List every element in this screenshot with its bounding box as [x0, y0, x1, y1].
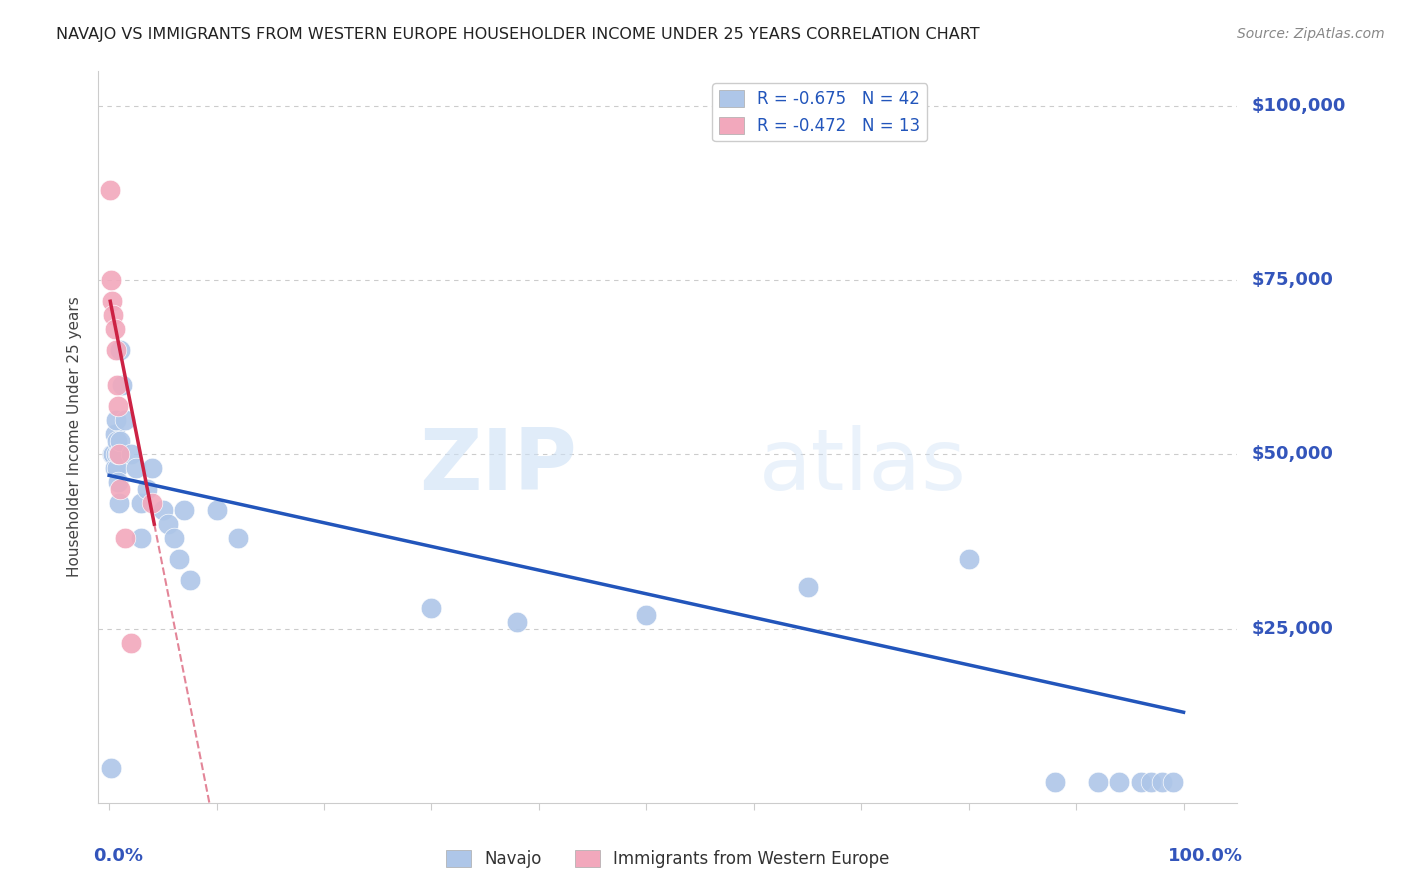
Text: $100,000: $100,000 [1251, 97, 1346, 115]
Point [125, 461, 148, 475]
Point [107, 475, 129, 490]
Point [108, 448, 131, 462]
Y-axis label: Householder Income Under 25 years: Householder Income Under 25 years [67, 297, 83, 577]
Text: atlas: atlas [759, 425, 967, 508]
Point [103, 461, 125, 475]
Point [1087, 775, 1109, 789]
Point [1140, 775, 1163, 789]
Point [1129, 775, 1152, 789]
Point [104, 412, 127, 426]
Point [103, 426, 125, 441]
Text: 100.0%: 100.0% [1168, 847, 1243, 864]
Point [103, 308, 125, 322]
Point [957, 552, 980, 566]
Point [162, 531, 184, 545]
Point [167, 552, 190, 566]
Point [108, 483, 131, 497]
Point [101, 294, 124, 309]
Point [105, 461, 128, 475]
Point [108, 343, 131, 357]
Point [141, 496, 163, 510]
Point [105, 434, 128, 448]
Point [108, 496, 131, 510]
Point [104, 343, 127, 357]
Point [173, 503, 195, 517]
Point [796, 580, 818, 594]
Point [141, 461, 163, 475]
Text: $75,000: $75,000 [1251, 271, 1333, 289]
Text: $25,000: $25,000 [1251, 620, 1333, 638]
Legend: Navajo, Immigrants from Western Europe: Navajo, Immigrants from Western Europe [439, 844, 897, 875]
Point [105, 377, 128, 392]
Point [114, 531, 136, 545]
Point [420, 600, 443, 615]
Text: 0.0%: 0.0% [93, 847, 143, 864]
Point [114, 412, 136, 426]
Point [103, 322, 125, 336]
Point [98, 183, 121, 197]
Point [152, 503, 174, 517]
Point [131, 496, 153, 510]
Point [107, 448, 129, 462]
Point [131, 531, 153, 545]
Point [1152, 775, 1174, 789]
Point [1108, 775, 1130, 789]
Point [636, 607, 658, 622]
Point [135, 483, 157, 497]
Text: $50,000: $50,000 [1251, 445, 1333, 464]
Point [1161, 775, 1184, 789]
Point [108, 434, 131, 448]
Point [205, 503, 228, 517]
Point [120, 635, 142, 649]
Point [107, 399, 129, 413]
Point [120, 448, 142, 462]
Text: ZIP: ZIP [419, 425, 576, 508]
Point [100, 273, 122, 287]
Point [226, 531, 249, 545]
Point [111, 377, 134, 392]
Point [1043, 775, 1066, 789]
Point [179, 573, 201, 587]
Point [101, 448, 124, 462]
Text: NAVAJO VS IMMIGRANTS FROM WESTERN EUROPE HOUSEHOLDER INCOME UNDER 25 YEARS CORRE: NAVAJO VS IMMIGRANTS FROM WESTERN EUROPE… [56, 27, 980, 42]
Text: Source: ZipAtlas.com: Source: ZipAtlas.com [1237, 27, 1385, 41]
Point [104, 448, 127, 462]
Point [100, 761, 122, 775]
Point [157, 517, 180, 532]
Point [506, 615, 529, 629]
Point [103, 448, 125, 462]
